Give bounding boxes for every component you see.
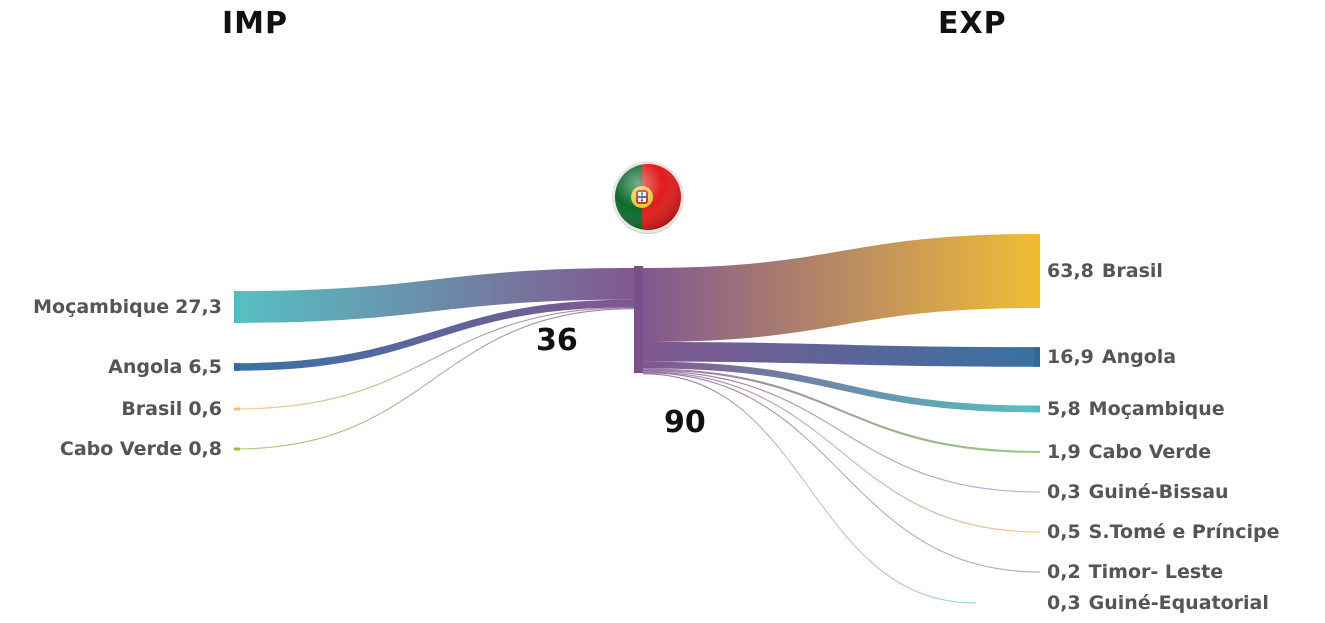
export-value: 0,3 [1047, 592, 1081, 614]
export-label-mocambique: 5,8 Moçambique [1047, 398, 1225, 420]
import-country: Angola [108, 356, 183, 378]
export-value: 5,8 [1047, 398, 1081, 420]
import-flow-mocambique [234, 268, 634, 323]
export-country: Timor- Leste [1088, 561, 1224, 583]
export-label-guine-bissau: 0,3 Guiné-Bissau [1047, 481, 1229, 503]
export-label-guine-equatorial: 0,3 Guiné-Equatorial [1047, 592, 1269, 614]
import-endcap-brasil [234, 407, 240, 411]
import-flow-cabo-verde [234, 308, 634, 450]
import-flow-brasil [234, 306, 634, 410]
export-value: 0,5 [1047, 521, 1081, 543]
import-label-brasil: Brasil 0,6 [121, 398, 228, 420]
import-label-angola: Angola 6,5 [108, 356, 228, 378]
export-country: Cabo Verde [1088, 441, 1212, 463]
export-flow-cabo-verde [643, 368, 1040, 454]
export-flow-angola [643, 342, 1040, 367]
export-country: S.Tomé e Príncipe [1088, 521, 1280, 543]
import-flow-angola [234, 299, 634, 371]
export-flow-s-tome-e-principe [643, 371, 1040, 533]
export-flow-mocambique [643, 361, 1040, 413]
export-value: 0,2 [1047, 561, 1081, 583]
import-label-cabo-verde: Cabo Verde 0,8 [60, 438, 228, 460]
export-country: Guiné-Bissau [1088, 481, 1229, 503]
export-endcap-brasil [1034, 233, 1040, 309]
export-flow-guine-equatorial [643, 373, 976, 604]
export-label-cabo-verde: 1,9 Cabo Verde [1047, 441, 1211, 463]
import-value: 0,6 [188, 398, 222, 420]
export-country: Brasil [1101, 260, 1163, 282]
export-label-s-tome-e-principe: 0,5 S.Tomé e Príncipe [1047, 521, 1279, 543]
import-label-mocambique: Moçambique 27,3 [33, 296, 228, 318]
imports-header: IMP [222, 6, 289, 41]
export-value: 0,3 [1047, 481, 1081, 503]
import-value: 0,8 [188, 438, 222, 460]
exports-header: EXP [938, 6, 1007, 41]
import-endcap-cabo-verde [234, 447, 240, 451]
import-value: 6,5 [188, 356, 222, 378]
export-country: Angola [1101, 346, 1177, 368]
import-endcap-mocambique [234, 291, 240, 323]
export-label-timor-leste: 0,2 Timor- Leste [1047, 561, 1223, 583]
export-value: 1,9 [1047, 441, 1081, 463]
portugal-hub-node [634, 266, 643, 373]
export-country: Guiné-Equatorial [1088, 592, 1269, 614]
import-value: 27,3 [175, 296, 222, 318]
export-country: Moçambique [1088, 398, 1225, 420]
export-flow-guine-bissau [643, 370, 1040, 493]
imports-total: 36 [536, 323, 578, 358]
export-value: 63,8 [1047, 260, 1094, 282]
export-endcap-angola [1034, 347, 1040, 367]
import-endcap-angola [234, 363, 240, 371]
export-endcap-mocambique [1034, 405, 1040, 413]
export-value: 16,9 [1047, 346, 1094, 368]
exports-total: 90 [664, 405, 706, 440]
portugal-flag-icon [612, 161, 684, 234]
export-flow-brasil [643, 233, 1040, 343]
export-flow-timor-leste [643, 372, 1040, 573]
import-country: Cabo Verde [59, 438, 183, 460]
import-country: Moçambique [33, 296, 170, 318]
export-label-brasil: 63,8 Brasil [1047, 260, 1163, 282]
import-country: Brasil [121, 398, 183, 420]
export-label-angola: 16,9 Angola [1047, 346, 1176, 368]
